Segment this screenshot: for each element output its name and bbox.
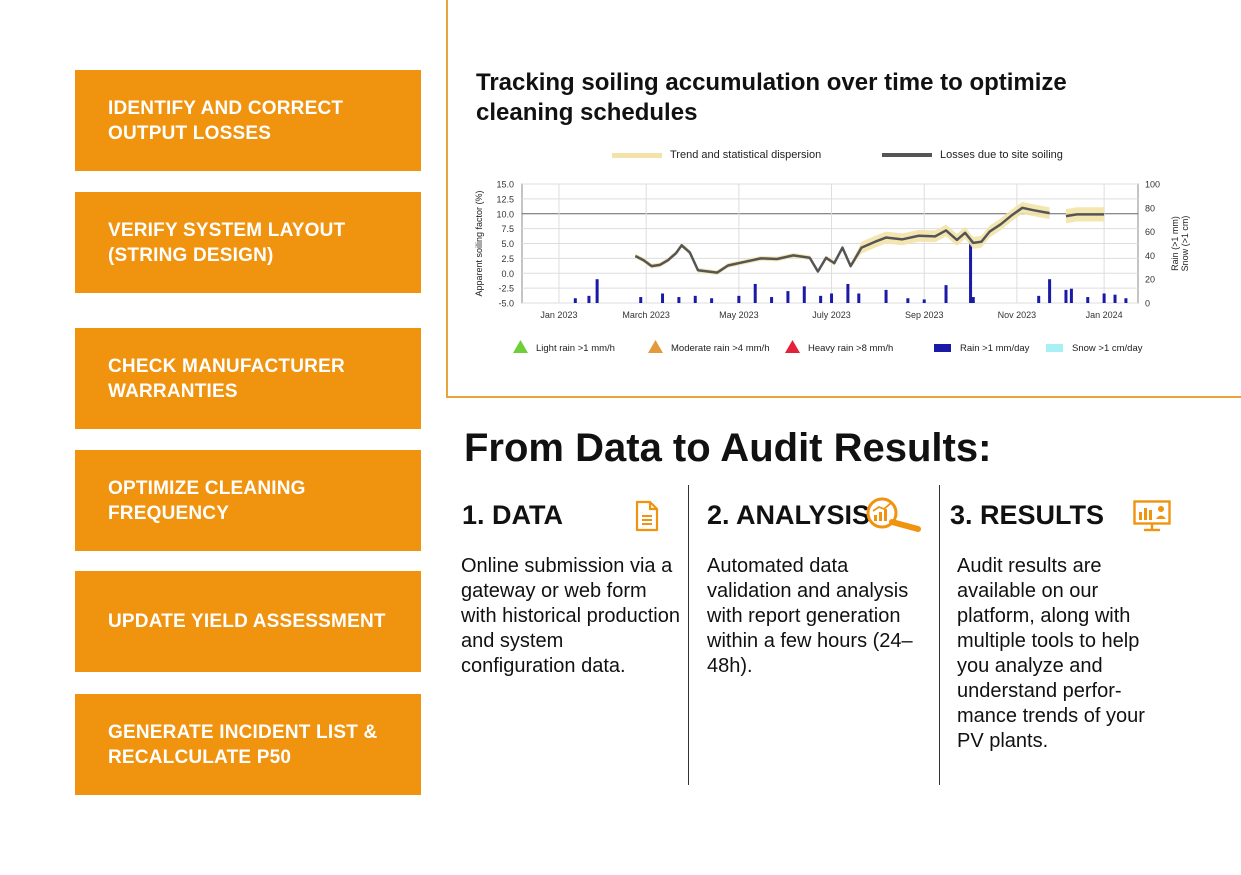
- legend-loss-label: Losses due to site soiling: [940, 149, 1063, 161]
- step-analysis-heading: 2. ANALYSIS: [707, 500, 871, 530]
- chart-panel: [446, 0, 1241, 398]
- button-label: UPDATE YIELD ASSESSMENT: [108, 611, 386, 632]
- step-data-heading: 1. DATA: [462, 500, 563, 530]
- legend-loss: Losses due to site soiling: [882, 149, 1063, 161]
- button-label: OPTIMIZE CLEANING FREQUENCY: [108, 477, 306, 524]
- button-label: VERIFY SYSTEM LAYOUT (STRING DESIGN): [108, 219, 346, 266]
- button-label: IDENTIFY AND CORRECT OUTPUT LOSSES: [108, 97, 344, 144]
- optimize-cleaning-button[interactable]: OPTIMIZE CLEANING FREQUENCY: [75, 450, 421, 551]
- column-divider: [939, 485, 940, 785]
- monitor-dashboard-icon: [1133, 500, 1171, 532]
- magnifier-chart-icon: [866, 497, 921, 532]
- check-warranties-button[interactable]: CHECK MANUFACTURER WARRANTIES: [75, 328, 421, 429]
- step-data-text: Online submission via a gateway or web f…: [461, 555, 680, 677]
- loss-swatch: [882, 153, 932, 158]
- verify-layout-button[interactable]: VERIFY SYSTEM LAYOUT (STRING DESIGN): [75, 192, 421, 293]
- step-results-text: Audit results are available on our platf…: [957, 555, 1145, 752]
- section-title: From Data to Audit Results:: [464, 426, 992, 470]
- button-label: CHECK MANUFACTURER WARRANTIES: [108, 355, 345, 402]
- chart-title: Tracking soiling accumulation over time …: [476, 69, 1067, 126]
- identify-losses-button[interactable]: IDENTIFY AND CORRECT OUTPUT LOSSES: [75, 70, 421, 171]
- legend-trend: Trend and statistical dispersion: [612, 149, 821, 161]
- update-yield-button[interactable]: UPDATE YIELD ASSESSMENT: [75, 571, 421, 672]
- column-divider: [688, 485, 689, 785]
- button-label: GENERATE INCIDENT LIST & RECALCULATE P50: [108, 721, 378, 768]
- generate-incidents-button[interactable]: GENERATE INCIDENT LIST & RECALCULATE P50: [75, 694, 421, 795]
- document-icon: [635, 500, 659, 532]
- step-analysis-text: Automated data validation and analysis w…: [707, 555, 913, 677]
- step-results-heading: 3. RESULTS: [950, 500, 1105, 530]
- trend-swatch: [612, 152, 662, 158]
- legend-trend-label: Trend and statistical dispersion: [670, 149, 822, 161]
